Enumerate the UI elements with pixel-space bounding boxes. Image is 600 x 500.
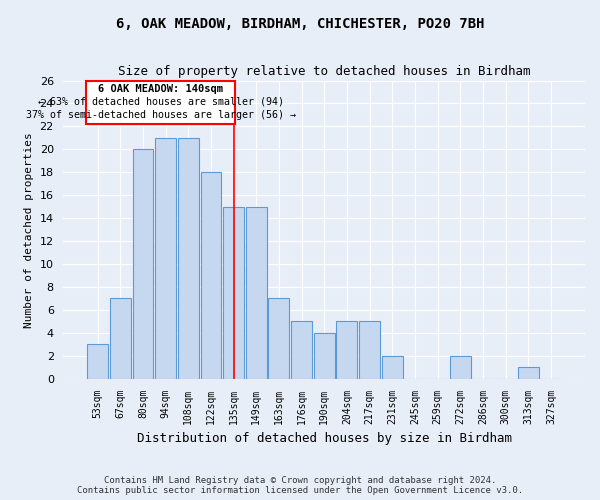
Bar [155,138,176,378]
X-axis label: Distribution of detached houses by size in Birdham: Distribution of detached houses by size … [137,432,512,445]
Bar [200,172,221,378]
Bar [133,150,154,378]
Bar [178,138,199,378]
Bar [246,206,266,378]
Bar [314,333,335,378]
Bar [291,322,312,378]
Text: 37% of semi-detached houses are larger (56) →: 37% of semi-detached houses are larger (… [26,110,296,120]
Bar [518,367,539,378]
Bar [86,80,235,124]
Bar [359,322,380,378]
Bar [268,298,289,378]
Bar [87,344,108,378]
Bar [223,206,244,378]
Y-axis label: Number of detached properties: Number of detached properties [24,132,34,328]
Bar [450,356,470,378]
Text: 6, OAK MEADOW, BIRDHAM, CHICHESTER, PO20 7BH: 6, OAK MEADOW, BIRDHAM, CHICHESTER, PO20… [116,18,484,32]
Bar [110,298,131,378]
Bar [382,356,403,378]
Bar [337,322,358,378]
Text: 6 OAK MEADOW: 140sqm: 6 OAK MEADOW: 140sqm [98,84,223,94]
Text: Contains HM Land Registry data © Crown copyright and database right 2024.
Contai: Contains HM Land Registry data © Crown c… [77,476,523,495]
Text: ← 63% of detached houses are smaller (94): ← 63% of detached houses are smaller (94… [38,96,284,106]
Title: Size of property relative to detached houses in Birdham: Size of property relative to detached ho… [118,65,530,78]
